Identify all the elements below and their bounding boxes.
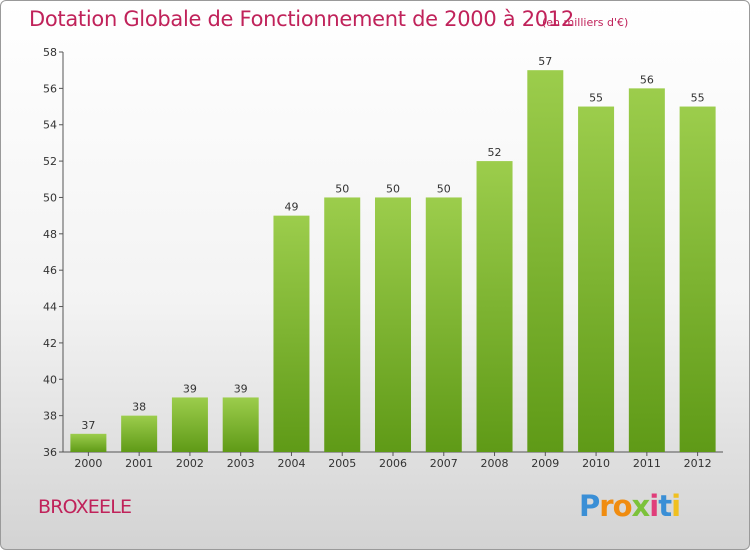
bar-value-label: 56	[640, 73, 654, 86]
y-tick-label: 38	[43, 410, 57, 423]
bar	[527, 70, 564, 452]
logo-letter: i	[671, 489, 681, 523]
bar	[273, 215, 310, 452]
bar	[578, 106, 615, 452]
bars: 37 38 39 39 49 50 50 50 52 57 55 56 55	[70, 55, 716, 452]
bar	[70, 433, 107, 452]
y-tick-label: 48	[43, 228, 57, 241]
y-tick-label: 42	[43, 337, 57, 350]
x-tick-label: 2002	[176, 457, 204, 470]
logo-letter: i	[649, 489, 659, 523]
y-tick-label: 50	[43, 191, 57, 204]
x-tick-label: 2008	[481, 457, 509, 470]
x-tick-label: 2011	[633, 457, 661, 470]
x-axis: 2000 2001 2002 2003 2004 2005 2006 2007 2008 2009…	[63, 451, 723, 470]
bar-value-label: 55	[691, 92, 705, 105]
bar-value-label: 52	[488, 146, 502, 159]
logo-letter: t	[658, 489, 672, 523]
bar	[222, 397, 259, 452]
x-tick-label: 2006	[379, 457, 407, 470]
x-tick-label: 2000	[74, 457, 102, 470]
bar-value-label: 39	[183, 382, 197, 395]
x-tick-label: 2001	[125, 457, 153, 470]
bar	[375, 197, 411, 452]
commune-name: BROXEELE	[38, 496, 132, 518]
x-tick-label: 2012	[684, 457, 712, 470]
x-tick-label: 2004	[277, 457, 305, 470]
x-tick-label: 2005	[328, 457, 356, 470]
bar	[425, 197, 462, 452]
bar-value-label: 50	[386, 182, 400, 195]
y-axis: 36 38 40 42 44 46 48 50 52 54 56 58	[43, 46, 64, 459]
bar	[121, 415, 158, 452]
bar	[628, 88, 665, 452]
x-tick-label: 2010	[582, 457, 610, 470]
bar	[171, 397, 208, 452]
bar-value-label: 50	[335, 182, 349, 195]
y-tick-label: 46	[43, 264, 57, 277]
bar	[324, 197, 361, 452]
bar-value-label: 57	[538, 55, 552, 68]
bar-value-label: 37	[81, 419, 95, 432]
unit-label: (en milliers d'€)	[542, 16, 629, 29]
y-tick-label: 44	[43, 301, 57, 314]
x-tick-label: 2009	[531, 457, 559, 470]
bar	[476, 161, 513, 452]
y-tick-label: 52	[43, 155, 57, 168]
bar-value-label: 50	[437, 182, 451, 195]
bar	[679, 106, 716, 452]
proxiti-logo: Proxiti	[579, 489, 681, 523]
x-tick-label: 2007	[430, 457, 458, 470]
chart-title: Dotation Globale de Fonctionnement de 20…	[29, 7, 574, 31]
bar-value-label: 55	[589, 92, 603, 105]
logo-letter: o	[612, 489, 633, 523]
y-tick-label: 40	[43, 373, 57, 386]
logo-letter: x	[631, 489, 651, 523]
y-tick-label: 54	[43, 119, 57, 132]
logo-letter: P	[579, 489, 600, 523]
bar-value-label: 38	[132, 401, 146, 414]
y-tick-label: 58	[43, 46, 57, 59]
y-tick-label: 36	[43, 446, 57, 459]
bar-value-label: 39	[234, 382, 248, 395]
bar-value-label: 49	[284, 201, 298, 214]
x-tick-label: 2003	[227, 457, 255, 470]
logo-letter: r	[599, 489, 613, 523]
y-tick-label: 56	[43, 82, 57, 95]
